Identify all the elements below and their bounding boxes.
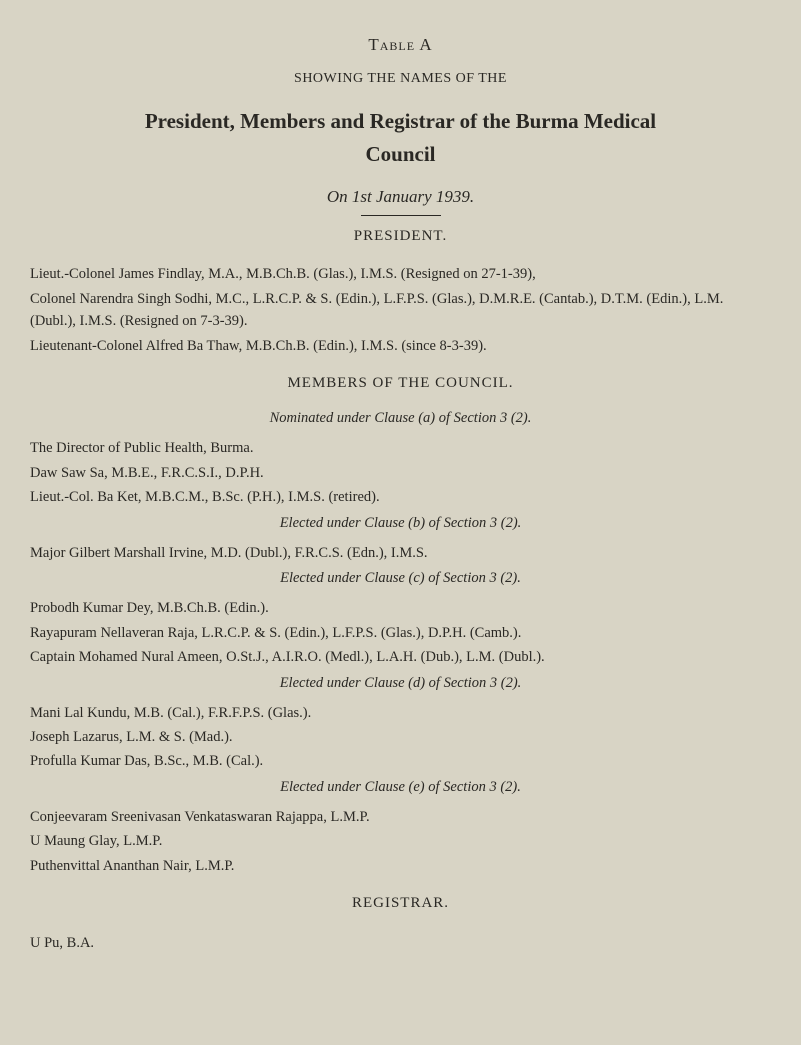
president-header: PRESIDENT.	[30, 228, 771, 245]
member-a-2: Daw Saw Sa, M.B.E., F.R.C.S.I., D.P.H.	[30, 462, 771, 484]
member-d-2: Joseph Lazarus, L.M. & S. (Mad.).	[30, 726, 771, 748]
president-entry-3: Lieutenant-Colonel Alfred Ba Thaw, M.B.C…	[30, 335, 771, 357]
date-rule	[361, 215, 441, 216]
registrar-name: U Pu, B.A.	[30, 932, 771, 954]
member-e-1: Conjeevaram Sreenivasan Venkataswaran Ra…	[30, 806, 771, 828]
table-title: Table A	[30, 35, 771, 55]
member-d-3: Profulla Kumar Das, B.Sc., M.B. (Cal.).	[30, 750, 771, 772]
member-a-3: Lieut.-Col. Ba Ket, M.B.C.M., B.Sc. (P.H…	[30, 486, 771, 508]
clause-a-heading: Nominated under Clause (a) of Section 3 …	[30, 410, 771, 427]
main-heading-line1: President, Members and Registrar of the …	[30, 107, 771, 136]
member-c-2: Rayapuram Nellaveran Raja, L.R.C.P. & S.…	[30, 622, 771, 644]
president-entry-2: Colonel Narendra Singh Sodhi, M.C., L.R.…	[30, 288, 771, 333]
registrar-header: REGISTRAR.	[30, 895, 771, 912]
clause-d-heading: Elected under Clause (d) of Section 3 (2…	[30, 675, 771, 692]
clause-b-heading: Elected under Clause (b) of Section 3 (2…	[30, 515, 771, 532]
clause-c-heading: Elected under Clause (c) of Section 3 (2…	[30, 570, 771, 587]
member-c-1: Probodh Kumar Dey, M.B.Ch.B. (Edin.).	[30, 597, 771, 619]
subtitle: SHOWING THE NAMES OF THE	[30, 71, 771, 87]
date-line: On 1st January 1939.	[30, 187, 771, 207]
member-b-1: Major Gilbert Marshall Irvine, M.D. (Dub…	[30, 542, 771, 564]
member-e-2: U Maung Glay, L.M.P.	[30, 830, 771, 852]
member-c-3: Captain Mohamed Nural Ameen, O.St.J., A.…	[30, 646, 771, 668]
president-entry-1: Lieut.-Colonel James Findlay, M.A., M.B.…	[30, 263, 771, 285]
member-d-1: Mani Lal Kundu, M.B. (Cal.), F.R.F.P.S. …	[30, 702, 771, 724]
members-header: MEMBERS OF THE COUNCIL.	[30, 375, 771, 392]
clause-e-heading: Elected under Clause (e) of Section 3 (2…	[30, 779, 771, 796]
main-heading-line2: Council	[30, 142, 771, 167]
member-e-3: Puthenvittal Ananthan Nair, L.M.P.	[30, 855, 771, 877]
member-a-1: The Director of Public Health, Burma.	[30, 437, 771, 459]
